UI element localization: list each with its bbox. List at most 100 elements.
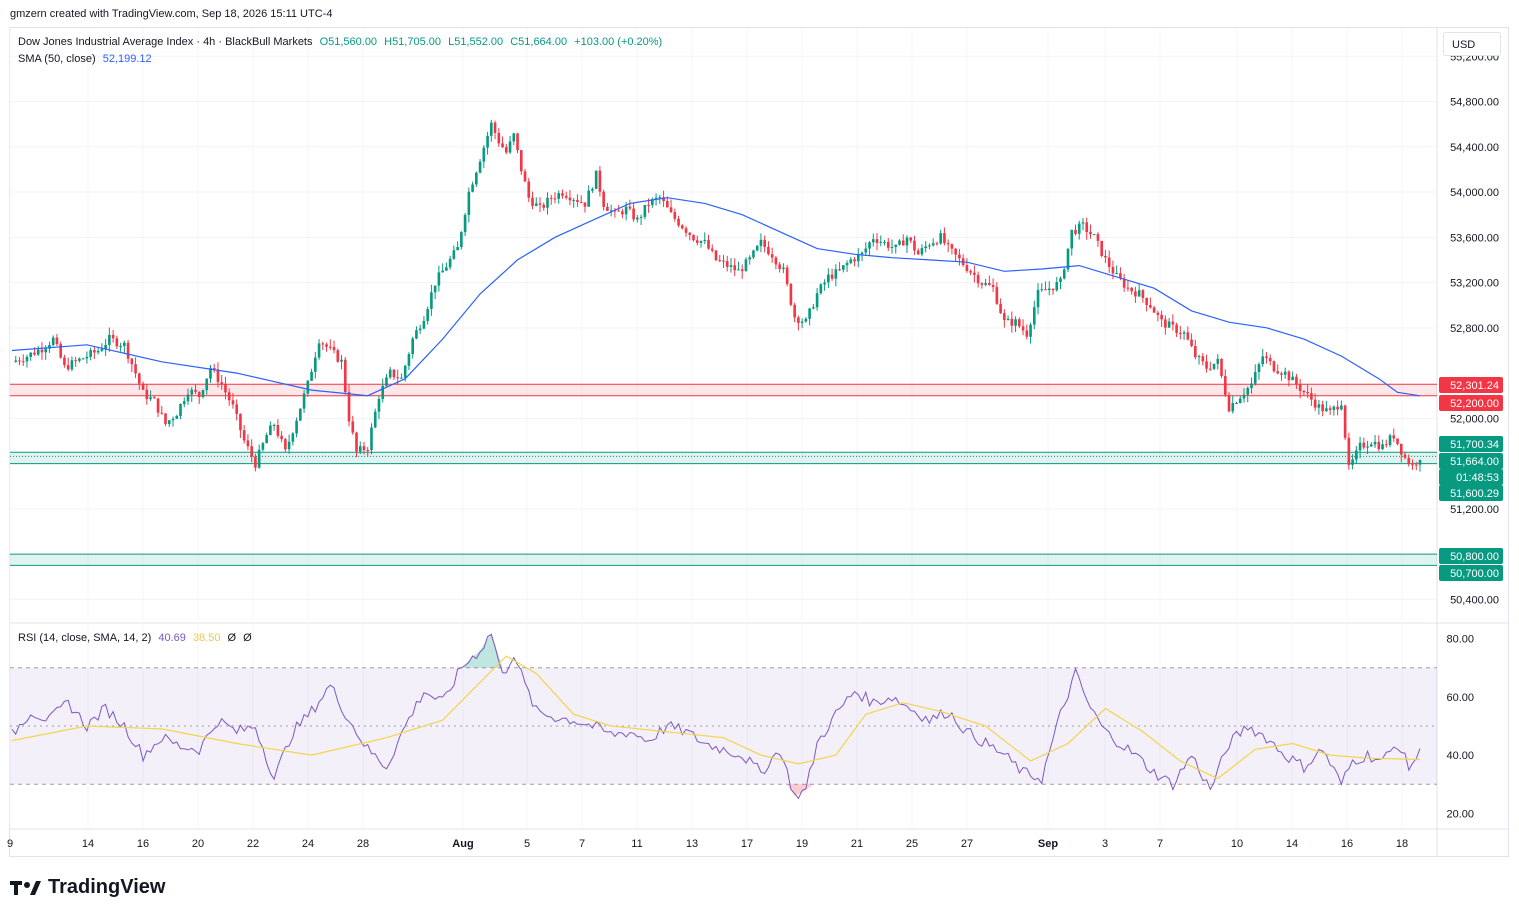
candle-body	[988, 283, 991, 286]
candle-body	[905, 237, 909, 246]
tradingview-logo-icon	[10, 880, 41, 895]
candle-body	[782, 267, 785, 270]
candle-body	[1242, 394, 1246, 399]
rsi-ma-value: 38.50	[192, 632, 221, 644]
candle-body	[445, 267, 448, 271]
candle-body	[714, 250, 718, 261]
candle-body	[1381, 444, 1384, 450]
candle-body	[119, 345, 122, 347]
candle-body	[332, 346, 336, 351]
candle-body	[1014, 319, 1017, 326]
candle-body	[523, 171, 527, 182]
candle-body	[1343, 405, 1347, 438]
candle-body	[643, 204, 647, 217]
candle-body	[407, 354, 411, 366]
time-tick-label: 20	[192, 838, 204, 850]
candle-body	[808, 308, 811, 319]
candle-body	[722, 260, 725, 262]
candle-body	[564, 195, 568, 198]
candle-body	[51, 337, 55, 345]
candle-body	[527, 181, 531, 198]
candle-body	[325, 344, 328, 347]
candle-body	[104, 344, 107, 350]
candle-body	[1253, 371, 1257, 384]
price-tick-label: 53,200.00	[1450, 278, 1499, 290]
rsi-label[interactable]: RSI (14, close, SMA, 14, 2)	[18, 632, 152, 644]
candle-body	[579, 201, 583, 203]
candle-body	[1205, 361, 1208, 369]
candle-body	[1066, 248, 1070, 270]
candle-body	[1231, 403, 1235, 412]
candle-body	[209, 367, 212, 379]
candle-body	[1208, 368, 1212, 370]
candle-body	[1047, 288, 1051, 291]
candle-body	[111, 334, 115, 339]
candle-body	[257, 449, 261, 468]
time-tick-label: 14	[82, 838, 94, 850]
symbol-title[interactable]: Dow Jones Industrial Average Index · 4h …	[18, 36, 313, 48]
candle-body	[1104, 255, 1107, 258]
candle-body	[561, 193, 564, 196]
candle-body	[587, 190, 590, 207]
candle-body	[343, 359, 347, 393]
candle-body	[879, 241, 883, 243]
candle-body	[842, 265, 845, 270]
candle-body	[478, 161, 482, 173]
candle-body	[475, 172, 478, 185]
candle-body	[1388, 435, 1392, 446]
candle-body	[898, 240, 901, 245]
candle-body	[134, 364, 137, 374]
candle-body	[1126, 287, 1130, 289]
candle-body	[235, 404, 238, 414]
candle-body	[1283, 371, 1287, 375]
candle-body	[265, 435, 268, 444]
candle-body	[1396, 438, 1399, 444]
candle-body	[1021, 326, 1025, 331]
candle-body	[1197, 356, 1201, 358]
candle-body	[190, 389, 194, 395]
candle-body	[984, 283, 987, 285]
candle-body	[636, 217, 639, 220]
candle-body	[785, 267, 789, 284]
candle-body	[931, 243, 935, 246]
candle-body	[770, 254, 774, 258]
candle-body	[96, 350, 100, 353]
candle-body	[347, 392, 351, 422]
symbol-legend: Dow Jones Industrial Average Index · 4h …	[18, 36, 666, 48]
candle-body	[1310, 393, 1313, 400]
rsi-line	[11, 633, 1421, 800]
rsi-ma-line	[11, 655, 1421, 780]
candle-body	[598, 170, 602, 192]
candle-body	[1392, 435, 1396, 439]
candle-body	[725, 261, 729, 267]
candle-body	[1373, 441, 1377, 445]
currency-selector[interactable]: USD	[1443, 32, 1501, 56]
candle-body	[834, 269, 838, 279]
candle-body	[403, 365, 407, 378]
candle-body	[1119, 273, 1122, 279]
candle-body	[182, 401, 186, 405]
price-label-bg	[1439, 565, 1503, 581]
candle-body	[314, 357, 317, 372]
candle-body	[1059, 278, 1062, 283]
candle-body	[1257, 364, 1261, 372]
candle-body	[1370, 444, 1373, 447]
candle-body	[269, 425, 272, 436]
candle-body	[441, 270, 444, 273]
candle-body	[370, 427, 373, 451]
candle-body	[430, 292, 433, 309]
candle-body	[1074, 229, 1077, 234]
candle-body	[1298, 384, 1302, 391]
sma-label[interactable]: SMA (50, close)	[18, 53, 96, 65]
candle-body	[194, 389, 197, 392]
candle-body	[710, 248, 714, 251]
candle-body	[1287, 371, 1291, 381]
candle-body	[1235, 403, 1238, 405]
candle-body	[1085, 222, 1089, 233]
time-tick-label: 22	[247, 838, 259, 850]
candle-body	[261, 443, 265, 450]
candle-body	[433, 285, 437, 293]
candle-body	[613, 210, 617, 212]
candle-body	[1149, 304, 1152, 308]
